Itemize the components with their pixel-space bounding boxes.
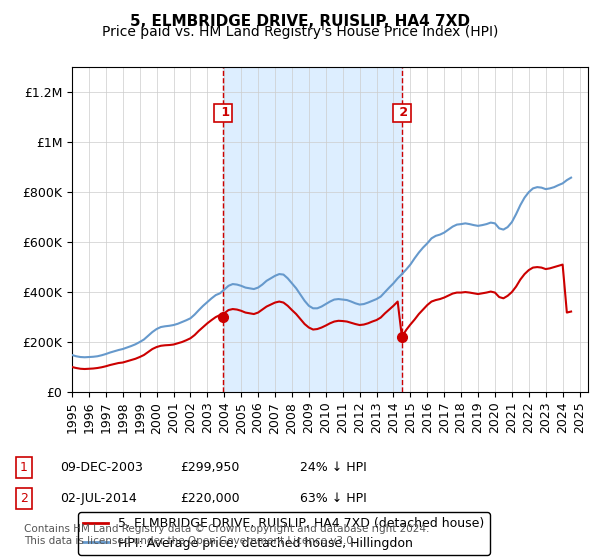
Text: 1: 1	[20, 461, 28, 474]
Bar	[223, 67, 402, 392]
Text: £299,950: £299,950	[180, 461, 239, 474]
Text: 2: 2	[20, 492, 28, 505]
Text: £220,000: £220,000	[180, 492, 239, 505]
Text: 2: 2	[395, 106, 409, 119]
Text: 09-DEC-2003: 09-DEC-2003	[60, 461, 143, 474]
Text: 02-JUL-2014: 02-JUL-2014	[60, 492, 137, 505]
Text: 63% ↓ HPI: 63% ↓ HPI	[300, 492, 367, 505]
Legend: 5, ELMBRIDGE DRIVE, RUISLIP, HA4 7XD (detached house), HPI: Average price, detac: 5, ELMBRIDGE DRIVE, RUISLIP, HA4 7XD (de…	[78, 512, 490, 554]
Text: Price paid vs. HM Land Registry's House Price Index (HPI): Price paid vs. HM Land Registry's House …	[102, 25, 498, 39]
Text: 24% ↓ HPI: 24% ↓ HPI	[300, 461, 367, 474]
Text: Contains HM Land Registry data © Crown copyright and database right 2024.
This d: Contains HM Land Registry data © Crown c…	[24, 524, 430, 546]
Text: 5, ELMBRIDGE DRIVE, RUISLIP, HA4 7XD: 5, ELMBRIDGE DRIVE, RUISLIP, HA4 7XD	[130, 14, 470, 29]
Text: 1: 1	[217, 106, 230, 119]
